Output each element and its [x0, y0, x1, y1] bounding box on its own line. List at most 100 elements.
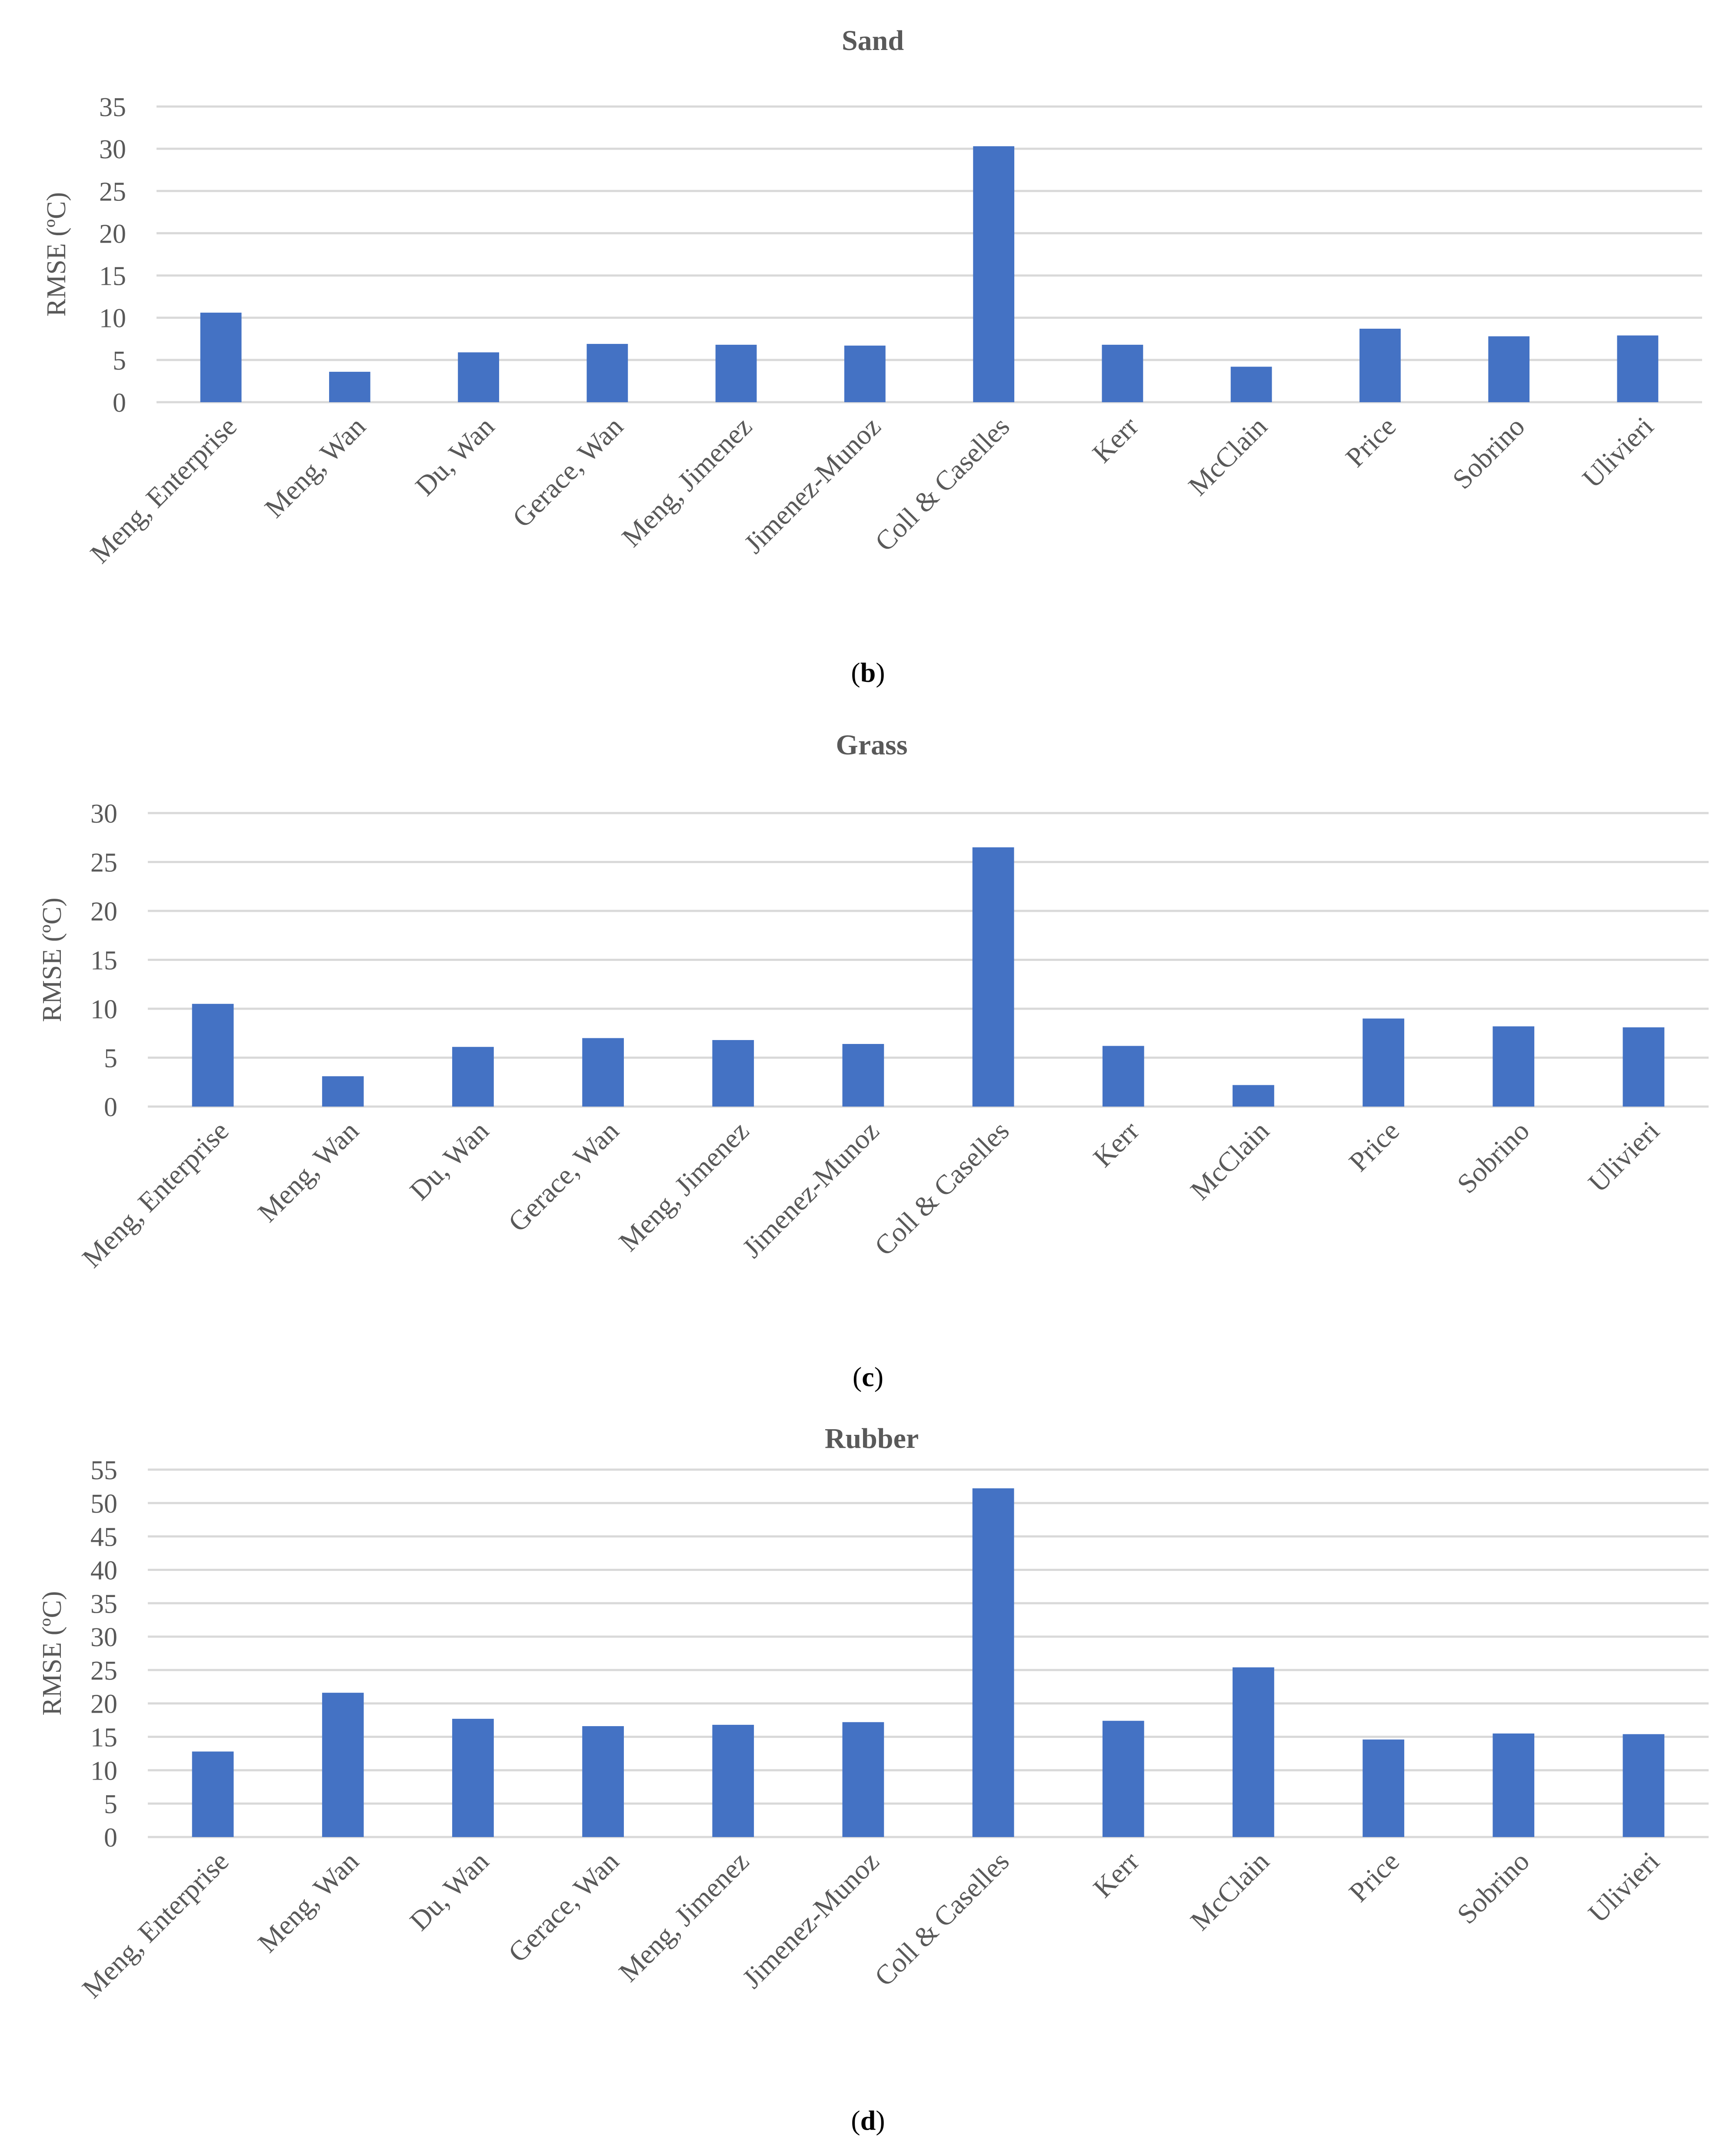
bar-meng-enterprise: [200, 313, 242, 402]
y-tick-label: 10: [90, 995, 117, 1024]
bar-kerr: [1102, 344, 1143, 402]
bar-price: [1363, 1739, 1404, 1837]
x-tick-label: Kerr: [1086, 411, 1144, 469]
x-tick-label: Gerace, Wan: [502, 1846, 625, 1968]
y-tick-label: 15: [90, 946, 117, 976]
bar-meng-jimenez: [712, 1724, 754, 1837]
y-axis-label: RMSE (ºC): [42, 192, 71, 317]
y-tick-label: 0: [104, 1823, 117, 1853]
bar-gerace-wan: [582, 1726, 624, 1837]
x-tick-label: Gerace, Wan: [506, 411, 629, 533]
y-tick-label: 10: [99, 304, 126, 333]
chart-title: Grass: [836, 729, 908, 761]
x-tick-label: Meng, Jimenez: [613, 1115, 755, 1257]
x-tick-label: Jimenez-Munoz: [738, 411, 887, 560]
y-tick-label: 15: [90, 1723, 117, 1753]
caption-c: (c): [852, 1361, 884, 1392]
x-tick-label: Jimenez-Munoz: [736, 1846, 885, 1994]
x-tick-label: Jimenez-Munoz: [736, 1115, 885, 1264]
y-tick-label: 5: [104, 1790, 117, 1819]
x-tick-label: Price: [1343, 1846, 1405, 1908]
bar-price: [1359, 328, 1401, 402]
y-tick-label: 15: [99, 262, 126, 291]
bar-kerr: [1102, 1721, 1144, 1837]
y-tick-label: 5: [104, 1044, 117, 1074]
y-tick-label: 35: [99, 93, 126, 122]
y-tick-label: 5: [113, 346, 126, 376]
caption-letter: b: [860, 657, 876, 688]
y-tick-label: 20: [90, 897, 117, 927]
x-tick-label: Meng, Wan: [259, 411, 371, 523]
bar-coll-caselles: [973, 146, 1015, 402]
bar-meng-enterprise: [192, 1004, 234, 1107]
bar-du-wan: [452, 1047, 494, 1107]
x-tick-label: Meng, Wan: [252, 1115, 364, 1228]
y-tick-label: 0: [104, 1093, 117, 1122]
bar-du-wan: [452, 1719, 494, 1837]
y-tick-label: 30: [99, 135, 126, 164]
x-tick-label: Du, Wan: [409, 411, 500, 502]
y-tick-label: 30: [90, 799, 117, 829]
y-tick-label: 25: [99, 177, 126, 207]
bar-mcclain: [1230, 367, 1272, 402]
y-tick-label: 0: [113, 388, 126, 418]
x-tick-label: Sobrino: [1451, 1115, 1536, 1200]
y-tick-label: 40: [90, 1556, 117, 1585]
bar-mcclain: [1233, 1085, 1274, 1107]
bar-sobrino: [1493, 1026, 1535, 1107]
y-tick-label: 10: [90, 1756, 117, 1786]
x-tick-label: Coll & Caselles: [869, 411, 1016, 557]
x-tick-label: Meng, Jimenez: [613, 1846, 755, 1988]
caption-d: (d): [851, 2105, 885, 2136]
bar-sobrino: [1493, 1733, 1535, 1837]
x-tick-label: McClain: [1184, 1846, 1275, 1937]
caption-b: (b): [851, 657, 885, 688]
chart-grass: Grass 0 5 10 15 20 25 30 RMSE (ºC) Meng, Enterpri…: [37, 729, 1709, 1274]
chart-panel-rubber: Rubber 0 5 10 15 20 25 30 35 40 45 50 55 RMSE (ºC) Men…: [0, 1409, 1736, 2154]
y-tick-label: 35: [90, 1589, 117, 1619]
x-tick-label: Price: [1339, 411, 1402, 473]
x-tick-label: Ulivieri: [1582, 1846, 1665, 1929]
bar-meng-jimenez: [712, 1040, 754, 1107]
bar-meng-enterprise: [192, 1751, 234, 1837]
y-tick-label: 55: [90, 1456, 117, 1485]
caption-letter: d: [860, 2105, 876, 2136]
x-tick-label: Du, Wan: [404, 1846, 495, 1937]
y-tick-label: 25: [90, 848, 117, 878]
chart-title: Rubber: [825, 1423, 919, 1454]
bar-kerr: [1102, 1046, 1144, 1107]
x-tick-label: Price: [1343, 1115, 1405, 1177]
x-tick-label: Meng, Enterprise: [84, 411, 243, 569]
x-tick-label: Sobrino: [1446, 411, 1531, 495]
x-tick-label: Ulivieri: [1582, 1115, 1665, 1198]
x-tick-label: Ulivieri: [1576, 411, 1659, 494]
chart-panel-grass: Grass 0 5 10 15 20 25 30 RMSE (ºC) Meng, Enterpri…: [0, 704, 1736, 1409]
bar-jimenez-munoz: [842, 1722, 884, 1837]
chart-panel-sand: Sand 0 5 10 15 20 25 30 35 RMSE (ºC) Meng, Enterpr…: [0, 0, 1736, 704]
chart-title: Sand: [842, 25, 904, 57]
x-tick-label: McClain: [1184, 1115, 1275, 1206]
bar-ulivieri: [1617, 335, 1659, 402]
bar-coll-caselles: [972, 1488, 1014, 1837]
x-tick-label: McClain: [1182, 411, 1273, 502]
bar-ulivieri: [1623, 1734, 1665, 1837]
y-axis-label: RMSE (ºC): [37, 897, 67, 1022]
caption-letter: c: [862, 1361, 874, 1392]
x-tick-label: Coll & Caselles: [869, 1846, 1015, 1992]
y-tick-label: 30: [90, 1623, 117, 1652]
x-tick-label: Meng, Enterprise: [76, 1846, 234, 2004]
y-tick-label: 20: [90, 1690, 117, 1719]
bar-meng-wan: [322, 1693, 364, 1837]
bar-price: [1363, 1018, 1404, 1107]
bar-coll-caselles: [972, 847, 1014, 1107]
x-tick-label: Meng, Enterprise: [76, 1115, 234, 1274]
y-tick-label: 50: [90, 1489, 117, 1519]
x-tick-label: Sobrino: [1451, 1846, 1536, 1930]
x-tick-label: Meng, Wan: [252, 1846, 364, 1958]
x-tick-label: Meng, Jimenez: [616, 411, 758, 553]
bar-jimenez-munoz: [844, 345, 886, 402]
x-tick-label: Kerr: [1087, 1846, 1145, 1904]
x-tick-label: Gerace, Wan: [502, 1115, 625, 1238]
y-tick-label: 25: [90, 1656, 117, 1686]
